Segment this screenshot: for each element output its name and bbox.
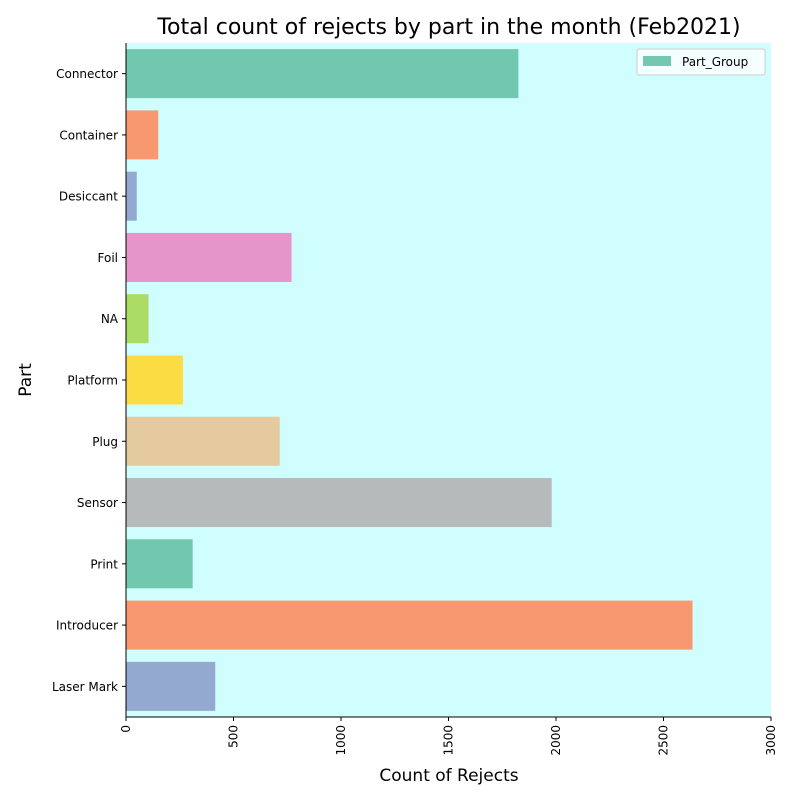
legend-swatch	[643, 56, 671, 66]
x-ticks-layer: 0 500 1000 1500 2000 2500 3000	[119, 717, 778, 756]
y-tick-label-desiccant: Desiccant	[59, 190, 118, 204]
y-ticks-layer: Connector Container Desiccant Foil NA Platfor…	[52, 67, 126, 694]
legend-box	[636, 48, 766, 76]
x-tick-label-3000: 3000	[764, 725, 778, 756]
y-tick-label-sensor: Sensor	[77, 496, 118, 510]
bar-platform	[126, 355, 183, 405]
bar-print	[126, 539, 193, 589]
bar-laser-mark	[126, 661, 216, 711]
x-tick-label-2500: 2500	[657, 725, 671, 756]
x-tick-label-1500: 1500	[442, 725, 456, 756]
y-tick-label-platform: Platform	[67, 374, 118, 388]
bar-connector	[126, 49, 519, 99]
bar-container	[126, 110, 159, 160]
bar-desiccant	[126, 171, 137, 221]
y-tick-label-print: Print	[90, 557, 118, 571]
bar-plug	[126, 416, 280, 466]
legend-label: Part_Group	[682, 55, 748, 69]
y-axis-label: Part	[16, 363, 36, 397]
bar-na	[126, 294, 149, 344]
y-tick-label-na: NA	[101, 312, 119, 326]
x-tick-label-500: 500	[227, 725, 241, 748]
y-tick-label-introducer: Introducer	[56, 619, 118, 633]
y-tick-label-connector: Connector	[56, 67, 118, 81]
y-tick-label-plug: Plug	[92, 435, 118, 449]
x-tick-label-1000: 1000	[334, 725, 348, 756]
y-tick-label-foil: Foil	[98, 251, 118, 265]
legend: Part_Group	[636, 48, 766, 76]
y-tick-label-laser-mark: Laser Mark	[52, 680, 118, 694]
x-axis-label: Count of Rejects	[379, 766, 518, 786]
bar-introducer	[126, 600, 693, 650]
chart-title: Total count of rejects by part in the mo…	[156, 15, 740, 40]
bars-layer	[126, 49, 693, 711]
x-tick-label-2000: 2000	[549, 725, 563, 756]
bar-foil	[126, 232, 292, 282]
y-tick-label-container: Container	[59, 128, 118, 142]
x-tick-label-0: 0	[119, 725, 133, 733]
bar-sensor	[126, 478, 552, 528]
